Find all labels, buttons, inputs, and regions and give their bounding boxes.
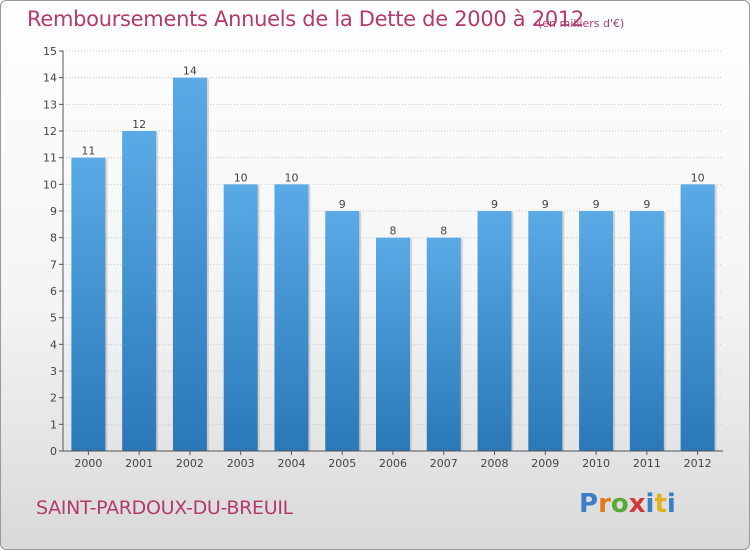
bar-2006 bbox=[376, 237, 410, 451]
bar-2012 bbox=[680, 184, 715, 452]
y-tick-label: 0 bbox=[50, 445, 57, 458]
y-tick-label: 14 bbox=[43, 72, 57, 85]
logo-letter: i bbox=[645, 489, 655, 519]
logo-letter: x bbox=[628, 489, 646, 519]
value-label-2010: 9 bbox=[593, 198, 600, 211]
y-tick-label: 11 bbox=[43, 152, 57, 165]
bar-2009 bbox=[528, 211, 563, 451]
x-tick-label-2009: 2009 bbox=[531, 457, 559, 470]
y-tick-label: 5 bbox=[50, 312, 57, 325]
value-label-2006: 8 bbox=[390, 225, 397, 238]
y-tick-label: 3 bbox=[50, 365, 57, 378]
value-label-2000: 11 bbox=[81, 145, 95, 158]
x-tick-label-2006: 2006 bbox=[379, 457, 407, 470]
bars: 11 12 14 10 10 9 8 8 9 9 9 9 10 bbox=[71, 65, 717, 452]
bar-2007 bbox=[426, 237, 461, 451]
value-label-2005: 9 bbox=[339, 198, 346, 211]
y-tick-label: 8 bbox=[50, 232, 57, 245]
x-tick-label-2012: 2012 bbox=[684, 457, 712, 470]
value-label-2002: 14 bbox=[183, 65, 197, 78]
x-tick-label-2005: 2005 bbox=[328, 457, 356, 470]
logo-letter: r bbox=[598, 489, 611, 519]
bar-2005 bbox=[325, 211, 360, 451]
x-tick-label-2007: 2007 bbox=[430, 457, 458, 470]
y-tick-label: 6 bbox=[50, 285, 57, 298]
x-tick-label-2011: 2011 bbox=[633, 457, 661, 470]
logo-letter: t bbox=[654, 489, 667, 519]
y-tick-label: 2 bbox=[50, 392, 57, 405]
bar-2001 bbox=[122, 131, 157, 451]
y-tick-label: 13 bbox=[43, 98, 57, 111]
x-tick-label-2000: 2000 bbox=[74, 457, 102, 470]
logo-letter: o bbox=[610, 489, 629, 519]
y-tick-label: 15 bbox=[43, 45, 57, 58]
x-tick-label-2001: 2001 bbox=[125, 457, 153, 470]
bar-2010 bbox=[579, 211, 614, 451]
value-label-2001: 12 bbox=[132, 118, 146, 131]
bar-2004 bbox=[274, 184, 309, 452]
value-label-2004: 10 bbox=[284, 171, 298, 184]
x-tick-label-2004: 2004 bbox=[277, 457, 305, 470]
value-label-2003: 10 bbox=[234, 171, 248, 184]
y-tick-label: 1 bbox=[50, 418, 57, 431]
bar-2000 bbox=[71, 157, 106, 451]
bar-2008 bbox=[477, 211, 512, 451]
y-tick-label: 10 bbox=[43, 178, 57, 191]
y-tick-label: 12 bbox=[43, 125, 57, 138]
chart-title: Remboursements Annuels de la Dette de 20… bbox=[27, 7, 584, 31]
unit-label: (en milliers d'€) bbox=[538, 17, 625, 30]
x-tick-label-2002: 2002 bbox=[176, 457, 204, 470]
logo-letter: i bbox=[666, 489, 676, 519]
bar-2002 bbox=[172, 77, 207, 452]
value-label-2007: 8 bbox=[440, 225, 447, 238]
y-tick-label: 4 bbox=[50, 338, 57, 351]
proxiti-logo: Proxiti bbox=[579, 489, 676, 519]
value-label-2011: 9 bbox=[643, 198, 650, 211]
bar-2011 bbox=[629, 211, 664, 451]
value-label-2012: 10 bbox=[691, 171, 705, 184]
x-tick-label-2008: 2008 bbox=[481, 457, 509, 470]
value-label-2008: 9 bbox=[491, 198, 498, 211]
commune-name: SAINT-PARDOUX-DU-BREUIL bbox=[36, 497, 293, 519]
y-tick-label: 7 bbox=[50, 258, 57, 271]
x-tick-label-2010: 2010 bbox=[582, 457, 610, 470]
value-label-2009: 9 bbox=[542, 198, 549, 211]
logo-letter: P bbox=[579, 489, 599, 519]
y-tick-label: 9 bbox=[50, 205, 57, 218]
x-tick-label-2003: 2003 bbox=[227, 457, 255, 470]
bar-2003 bbox=[223, 184, 258, 452]
